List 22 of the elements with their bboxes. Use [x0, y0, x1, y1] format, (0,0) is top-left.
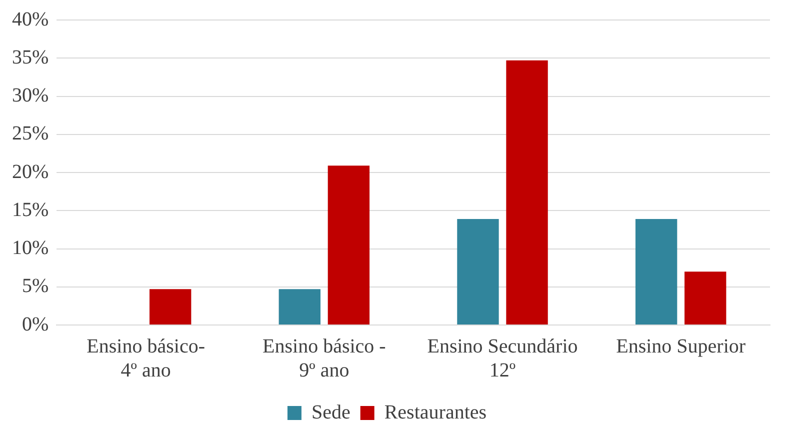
y-tick-label: 10%	[12, 237, 49, 259]
y-tick-label: 5%	[22, 275, 49, 298]
y-tick-label: 0%	[22, 313, 49, 336]
x-tick-label: Ensino Secundário 12º	[427, 335, 578, 382]
bar	[506, 60, 548, 324]
y-tick-label: 30%	[12, 84, 49, 106]
y-tick-label: 25%	[12, 122, 49, 145]
x-tick-label: Ensino básico - 9º ano	[262, 335, 386, 382]
bar	[684, 272, 726, 324]
y-tick-label: 20%	[12, 160, 49, 183]
x-tick-label: Ensino Superior	[616, 335, 746, 358]
legend-label: Sede	[311, 401, 350, 424]
bar	[328, 166, 370, 324]
y-tick-label: 15%	[12, 198, 49, 221]
bar	[150, 289, 192, 324]
x-tick-label: Ensino básico- 4º ano	[86, 335, 205, 382]
bar	[457, 219, 499, 324]
bar	[278, 289, 320, 324]
bar	[635, 219, 678, 324]
legend-label: Restaurantes	[384, 401, 487, 424]
y-tick-label: 40%	[12, 8, 49, 30]
y-tick-label: 35%	[12, 46, 49, 68]
